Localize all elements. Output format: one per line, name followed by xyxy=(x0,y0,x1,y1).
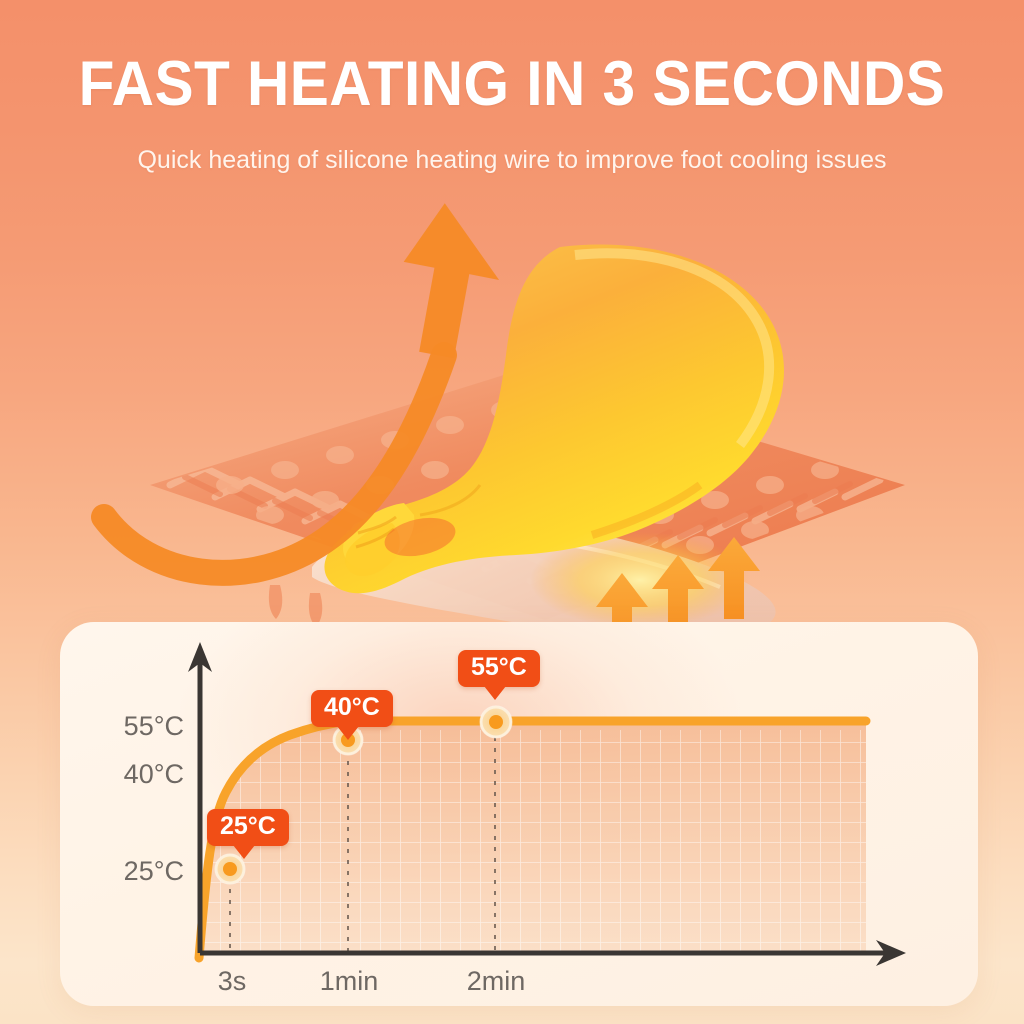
x-tick-3s: 3s xyxy=(218,966,247,996)
y-axis-tick-labels: 55°C 40°C 25°C xyxy=(124,711,184,886)
airflow-arrow xyxy=(91,203,500,586)
thermal-foot xyxy=(324,244,784,594)
callout-25c: 25°C xyxy=(207,809,289,859)
x-axis-arrow xyxy=(876,940,906,966)
y-tick-55: 55°C xyxy=(124,711,184,741)
page-title: FAST HEATING IN 3 SECONDS xyxy=(78,49,946,119)
chart-data-markers xyxy=(214,705,513,885)
y-axis-arrow xyxy=(188,642,212,672)
x-axis-tick-labels: 3s 1min 2min xyxy=(218,966,526,996)
data-point-25c xyxy=(214,853,246,885)
mat-fringe xyxy=(268,585,323,627)
callout-40c: 40°C xyxy=(311,690,393,740)
heat-glow xyxy=(530,532,750,628)
chart-axes xyxy=(188,642,906,966)
x-tick-1min: 1min xyxy=(320,966,379,996)
data-point-55c xyxy=(479,705,513,739)
y-tick-40: 40°C xyxy=(124,759,184,789)
heat-flow-arrows xyxy=(596,537,760,655)
chart-area-fill xyxy=(202,721,866,953)
page-subtitle: Quick heating of silicone heating wire t… xyxy=(137,146,887,174)
temperature-chart: 55°C 40°C 25°C 3s 1min 2min xyxy=(60,622,978,1006)
x-tick-2min: 2min xyxy=(467,966,526,996)
foot-toes xyxy=(343,484,482,577)
temperature-chart-card: 55°C 40°C 25°C 3s 1min 2min xyxy=(60,622,978,1006)
callout-55c: 55°C xyxy=(458,650,540,700)
hero-illustration xyxy=(0,185,1024,665)
y-tick-25: 25°C xyxy=(124,856,184,886)
